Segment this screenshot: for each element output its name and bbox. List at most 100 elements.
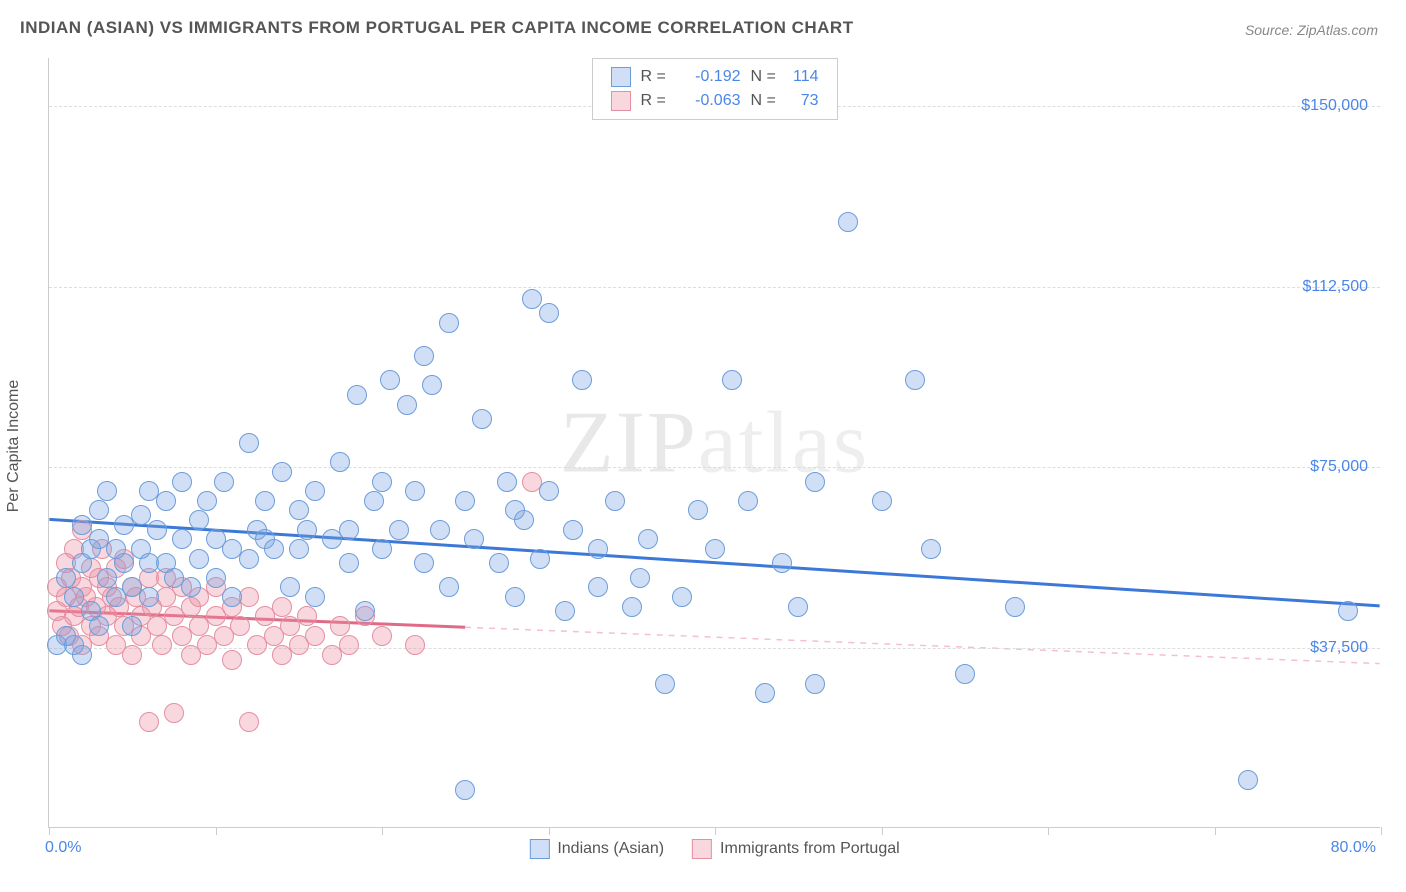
correlation-legend: R = -0.192 N = 114 R = -0.063 N = 73	[592, 58, 838, 120]
x-tick	[382, 827, 383, 835]
series-legend: Indians (Asian) Immigrants from Portugal	[529, 839, 899, 859]
r-label: R =	[641, 89, 671, 113]
scatter-point	[372, 472, 392, 492]
scatter-point	[364, 491, 384, 511]
scatter-point	[405, 635, 425, 655]
scatter-point	[72, 515, 92, 535]
scatter-point	[330, 616, 350, 636]
n-value: 73	[791, 89, 819, 113]
y-tick-label: $150,000	[1301, 97, 1368, 115]
scatter-point	[805, 472, 825, 492]
scatter-point	[89, 500, 109, 520]
scatter-point	[422, 375, 442, 395]
scatter-point	[439, 577, 459, 597]
scatter-point	[530, 549, 550, 569]
scatter-point	[197, 491, 217, 511]
legend-row: R = -0.063 N = 73	[611, 89, 819, 113]
scatter-point	[464, 529, 484, 549]
gridline	[49, 467, 1380, 468]
scatter-point	[214, 472, 234, 492]
scatter-point	[156, 491, 176, 511]
scatter-point	[788, 597, 808, 617]
legend-swatch-blue	[529, 839, 549, 859]
scatter-point	[672, 587, 692, 607]
scatter-point	[572, 370, 592, 390]
r-value: -0.192	[681, 65, 741, 89]
scatter-point	[372, 626, 392, 646]
scatter-point	[255, 491, 275, 511]
scatter-point	[505, 500, 525, 520]
legend-item: Immigrants from Portugal	[692, 839, 900, 859]
scatter-point	[555, 601, 575, 621]
scatter-point	[455, 491, 475, 511]
legend-row: R = -0.192 N = 114	[611, 65, 819, 89]
n-label: N =	[751, 65, 781, 89]
legend-swatch-pink	[692, 839, 712, 859]
scatter-point	[139, 712, 159, 732]
scatter-point	[389, 520, 409, 540]
scatter-point	[805, 674, 825, 694]
scatter-point	[605, 491, 625, 511]
scatter-point	[72, 645, 92, 665]
scatter-point	[339, 520, 359, 540]
x-axis-end-label: 80.0%	[1331, 839, 1376, 857]
scatter-point	[89, 616, 109, 636]
scatter-point	[164, 703, 184, 723]
scatter-point	[289, 539, 309, 559]
scatter-point	[372, 539, 392, 559]
scatter-point	[414, 553, 434, 573]
scatter-point	[655, 674, 675, 694]
scatter-point	[272, 597, 292, 617]
scatter-point	[497, 472, 517, 492]
scatter-point	[921, 539, 941, 559]
scatter-point	[206, 568, 226, 588]
n-value: 114	[791, 65, 819, 89]
scatter-point	[280, 577, 300, 597]
scatter-point	[1238, 770, 1258, 790]
legend-swatch-blue	[611, 67, 631, 87]
scatter-point	[122, 616, 142, 636]
scatter-point	[172, 472, 192, 492]
scatter-point	[172, 529, 192, 549]
scatter-point	[330, 452, 350, 472]
scatter-point	[239, 549, 259, 569]
scatter-point	[264, 539, 284, 559]
x-tick	[1048, 827, 1049, 835]
scatter-point	[139, 587, 159, 607]
legend-label: Indians (Asian)	[557, 840, 664, 858]
scatter-point	[181, 577, 201, 597]
scatter-point	[1338, 601, 1358, 621]
legend-swatch-pink	[611, 91, 631, 111]
r-label: R =	[641, 65, 671, 89]
scatter-point	[189, 549, 209, 569]
scatter-point	[239, 433, 259, 453]
scatter-point	[1005, 597, 1025, 617]
scatter-point	[439, 313, 459, 333]
x-tick	[715, 827, 716, 835]
scatter-point	[872, 491, 892, 511]
scatter-point	[97, 568, 117, 588]
scatter-point	[539, 481, 559, 501]
n-label: N =	[751, 89, 781, 113]
scatter-point	[297, 520, 317, 540]
scatter-point	[239, 712, 259, 732]
scatter-point	[397, 395, 417, 415]
scatter-point	[622, 597, 642, 617]
scatter-point	[97, 481, 117, 501]
scatter-point	[414, 346, 434, 366]
scatter-point	[705, 539, 725, 559]
x-tick	[1215, 827, 1216, 835]
x-tick	[49, 827, 50, 835]
scatter-point	[297, 606, 317, 626]
scatter-point	[305, 626, 325, 646]
scatter-point	[305, 587, 325, 607]
scatter-point	[122, 645, 142, 665]
scatter-point	[114, 553, 134, 573]
scatter-point	[339, 553, 359, 573]
scatter-point	[131, 505, 151, 525]
scatter-point	[64, 587, 84, 607]
scatter-point	[539, 303, 559, 323]
scatter-point	[905, 370, 925, 390]
x-tick	[1381, 827, 1382, 835]
legend-label: Immigrants from Portugal	[720, 840, 900, 858]
